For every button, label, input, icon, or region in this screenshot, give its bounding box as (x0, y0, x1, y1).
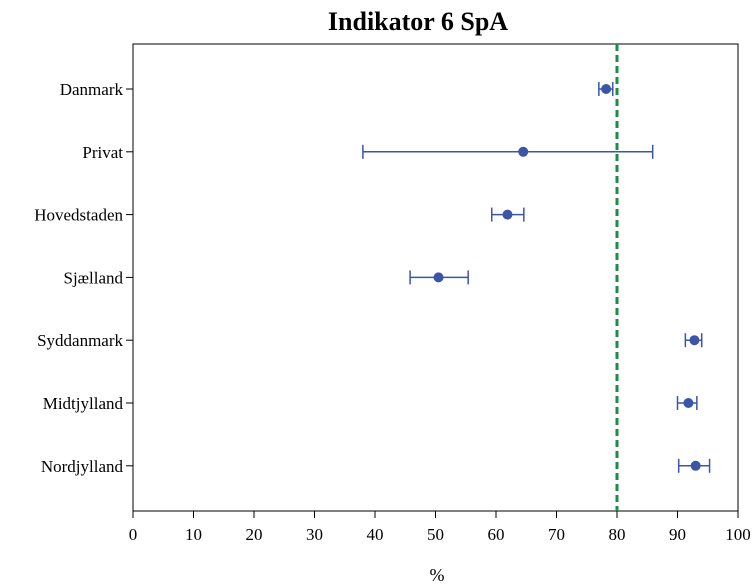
x-tick-label: 60 (488, 525, 505, 544)
x-tick-label: 80 (609, 525, 626, 544)
data-point-group (676, 396, 698, 410)
data-point-group (491, 207, 525, 222)
category-label: Hovedstaden (34, 206, 123, 225)
category-label: Midtjylland (43, 394, 124, 413)
y-axis: Danmark Privat Hovedstaden Sjælland Syddanma… (34, 80, 133, 476)
data-point-group (598, 82, 614, 96)
x-tick-label: 90 (669, 525, 686, 544)
chart-title: Indikator 6 SpA (328, 7, 508, 36)
data-points (362, 82, 711, 473)
x-tick-label: 70 (548, 525, 565, 544)
x-axis: 0 10 20 30 40 50 60 70 80 90 100 (129, 511, 751, 544)
data-point (601, 84, 612, 94)
category-label: Danmark (60, 80, 124, 99)
data-point-group (362, 144, 654, 159)
x-tick-label: 0 (129, 525, 138, 544)
x-tick-label: 10 (185, 525, 202, 544)
data-point-group (409, 270, 469, 285)
x-axis-label: % (430, 565, 445, 585)
category-label: Syddanmark (37, 331, 123, 350)
data-point (689, 335, 700, 346)
x-tick-label: 40 (367, 525, 384, 544)
x-tick-label: 50 (427, 525, 444, 544)
data-point (433, 272, 444, 283)
data-point (518, 146, 529, 157)
x-tick-label: 100 (725, 525, 751, 544)
category-label: Nordjylland (41, 457, 124, 476)
data-point-group (684, 333, 703, 348)
data-point-group (677, 458, 711, 473)
x-tick-label: 20 (246, 525, 263, 544)
category-label: Privat (82, 143, 123, 162)
data-point (683, 398, 694, 408)
category-label: Sjælland (63, 268, 123, 287)
x-tick-label: 30 (306, 525, 323, 544)
data-point (502, 209, 513, 220)
data-point (690, 460, 701, 471)
